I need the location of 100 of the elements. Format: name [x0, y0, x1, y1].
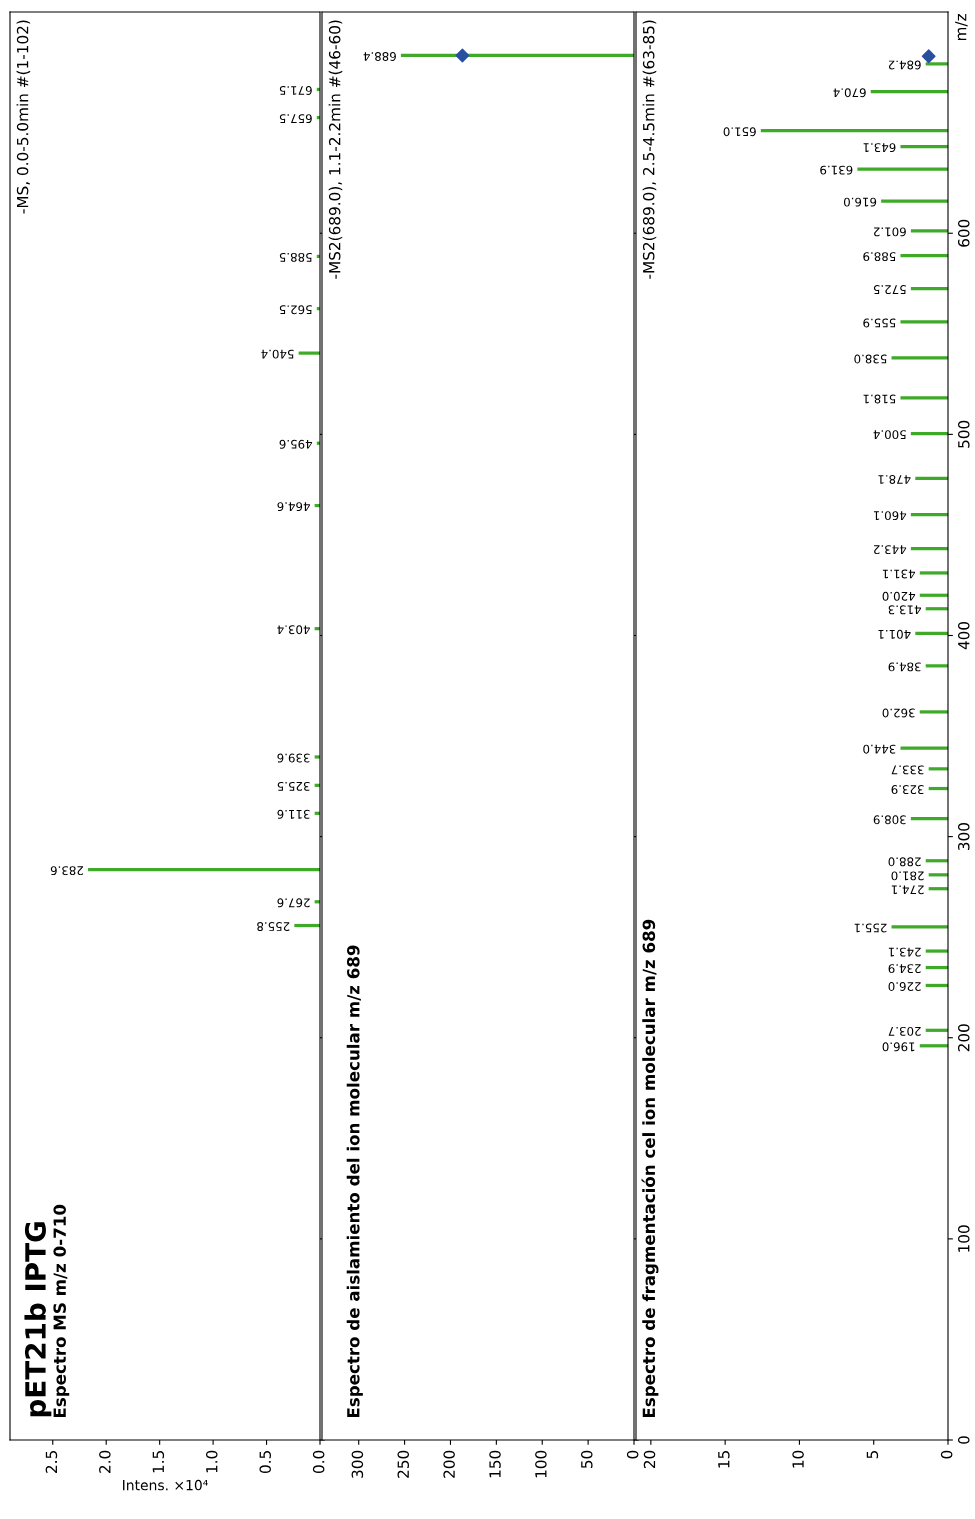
- x-tick-label: 100: [535, 1450, 547, 1478]
- bar: [294, 923, 320, 928]
- bar: [314, 755, 320, 759]
- annotation: 540.4: [261, 349, 294, 359]
- bar: [891, 925, 948, 929]
- annotation: 339.6: [277, 753, 310, 763]
- y-tick-label: 100: [957, 1225, 970, 1252]
- annotation: 234.9: [888, 964, 921, 974]
- x-tick-label: 300: [351, 1450, 364, 1478]
- annotation: 478.1: [878, 474, 911, 484]
- annotation: 384.9: [888, 662, 921, 672]
- y-tick-label: 600: [957, 219, 970, 247]
- annotation: 464.6: [277, 502, 310, 512]
- annotation: 671.5: [279, 86, 312, 95]
- x-axis-title: Intens. ×10⁴: [123, 1479, 208, 1491]
- annotation: 288.0: [888, 857, 921, 867]
- annotation: 243.1: [888, 947, 921, 957]
- annotation: 311.6: [277, 809, 310, 819]
- bar: [870, 90, 948, 94]
- bar: [900, 746, 948, 750]
- y-tick-label: 500: [957, 420, 970, 448]
- bar: [910, 547, 948, 551]
- annotation: 274.1: [891, 885, 924, 895]
- bar: [891, 356, 948, 360]
- annotation: 413.3: [888, 605, 921, 615]
- annotation: 518.1: [863, 394, 896, 404]
- annotation: 281.0: [891, 871, 924, 881]
- annotation: 443.2: [874, 545, 907, 555]
- annotation: 460.1: [873, 511, 907, 521]
- bar: [910, 229, 948, 233]
- annotation: 308.9: [873, 815, 906, 825]
- text: Espectro de fragmentación cel ion molecular m/z 689: [641, 919, 659, 1418]
- x-tick-label: 15: [718, 1451, 730, 1468]
- annotation: -MS, 0.0-5.0min #(1-102): [16, 20, 31, 214]
- annotation: 562.5: [279, 305, 312, 315]
- annotation: 283.6: [50, 866, 83, 876]
- annotation: -MS2(689.0), 1.1-2.2min #(46-60): [328, 20, 343, 279]
- annotation: 555.9: [863, 318, 896, 328]
- annotation: 500.4: [873, 430, 906, 440]
- x-tick-label: 2.0: [99, 1450, 111, 1473]
- bar: [900, 396, 948, 400]
- bar: [760, 129, 948, 133]
- annotation: 616.0: [843, 197, 877, 207]
- x-tick-label: 250: [397, 1450, 410, 1478]
- x-tick-label: 5: [866, 1451, 879, 1459]
- x-tick-label: 20: [643, 1450, 656, 1469]
- annotation: -MS2(689.0), 2.5-4.5min #(63-85): [642, 20, 657, 279]
- y-axis-title: m/z: [955, 14, 968, 41]
- x-tick-label: 50: [580, 1450, 593, 1468]
- bar: [910, 817, 948, 821]
- annotation: 267.6: [277, 898, 310, 908]
- bar: [857, 167, 948, 171]
- annotation: 333.7: [891, 765, 924, 775]
- annotation: 255.1: [854, 923, 887, 933]
- annotation: 325.5: [277, 781, 310, 791]
- x-tick-label: 200: [443, 1450, 455, 1478]
- annotation: 344.0: [863, 744, 896, 754]
- y-tick-label: 200: [957, 1024, 970, 1052]
- annotation: 401.1: [878, 629, 911, 639]
- x-tick-label: 1.0: [205, 1450, 218, 1473]
- bar: [910, 513, 948, 517]
- bar: [919, 571, 948, 575]
- annotation: 255.8: [257, 922, 290, 932]
- y-tick-label: 300: [957, 823, 970, 851]
- annotation: 684.2: [888, 60, 921, 70]
- x-tick-label: 10: [792, 1450, 804, 1468]
- bar: [900, 320, 948, 324]
- text: Espectro MS m/z 0-710: [53, 1204, 70, 1418]
- annotation: 572.5: [873, 285, 906, 295]
- x-tick-label: 0: [940, 1450, 953, 1459]
- annotation: 362.0: [882, 708, 915, 718]
- annotation: 643.1: [863, 143, 896, 153]
- annotation: 588.9: [863, 252, 896, 262]
- x-tick-label: 150: [489, 1450, 501, 1478]
- y-tick-label: 0: [957, 1436, 970, 1444]
- annotation: 323.9: [891, 785, 924, 795]
- annotation: 226.0: [888, 982, 921, 991]
- bar: [910, 286, 948, 291]
- bar: [925, 949, 948, 953]
- annotation: 495.6: [279, 439, 313, 449]
- annotation: 631.9: [820, 165, 853, 175]
- annotation: 196.0: [882, 1042, 915, 1052]
- annotation: 420.0: [882, 591, 916, 601]
- annotation: 657.5: [279, 114, 312, 124]
- x-tick-label: 0.5: [259, 1451, 271, 1474]
- annotation: 538.0: [854, 354, 887, 364]
- annotation: 651.0: [723, 127, 756, 137]
- annotation: 588.5: [279, 252, 312, 262]
- x-tick-label: 0: [626, 1450, 639, 1459]
- bar: [910, 431, 948, 436]
- bar: [915, 631, 948, 635]
- bar: [919, 710, 948, 714]
- annotation: 431.1: [882, 569, 916, 579]
- x-tick-label: 2.5: [45, 1451, 58, 1473]
- annotation: 601.2: [874, 227, 906, 237]
- x-tick-label: 1.5: [152, 1451, 165, 1473]
- bar: [900, 253, 948, 258]
- bar: [88, 868, 320, 872]
- bar: [915, 476, 948, 481]
- annotation: 403.4: [277, 625, 310, 635]
